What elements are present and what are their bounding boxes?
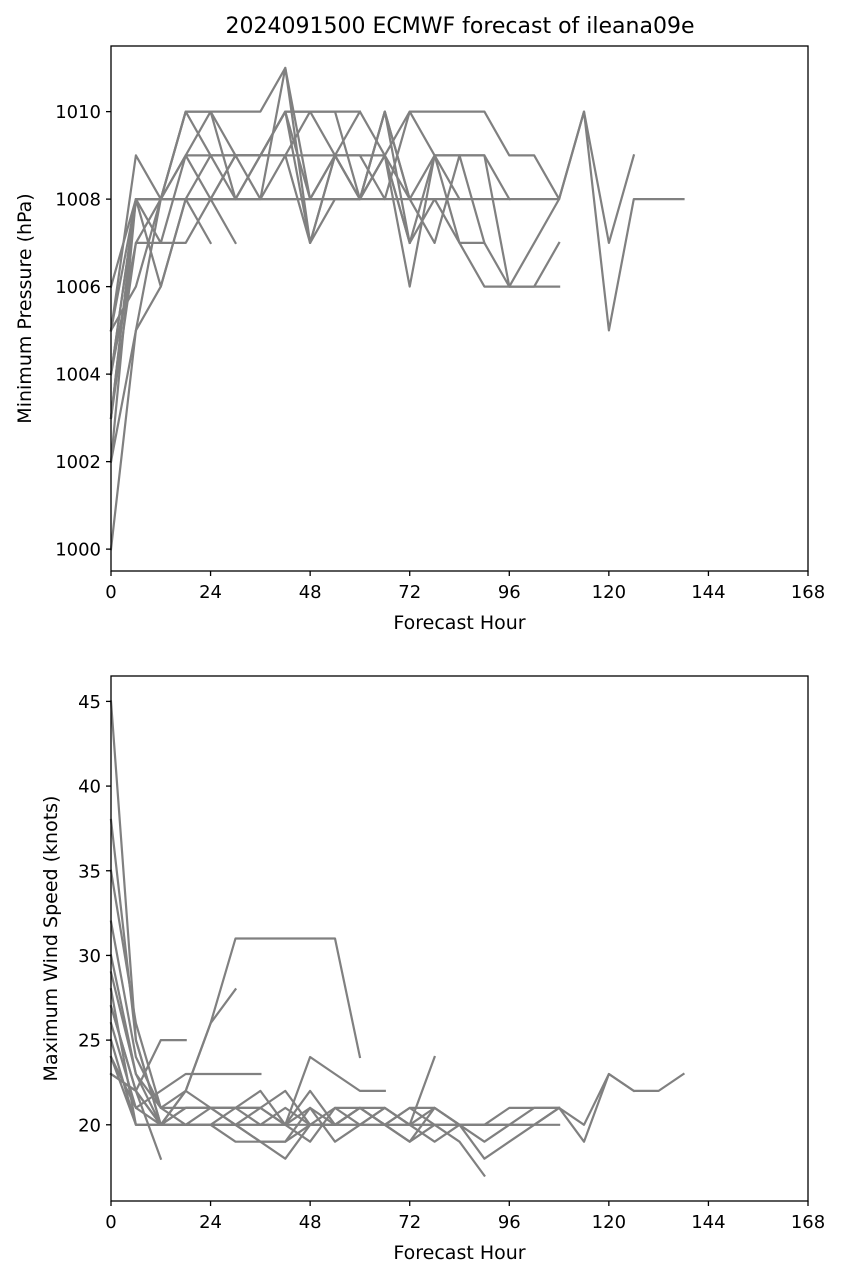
chart-title: 2024091500 ECMWF forecast of ileana09e [226,14,695,39]
pressure-x-tick-label: 48 [299,582,322,603]
pressure-x-tick-label: 144 [691,582,725,603]
wind-x-tick-label: 24 [199,1212,222,1233]
wind-series-line-11 [109,937,362,1126]
pressure-y-tick-label: 1000 [55,540,101,561]
pressure-y-tick-label: 1006 [55,277,101,298]
wind-series-line-13 [109,987,238,1126]
wind-x-tick-label: 72 [398,1212,421,1233]
wind-series-line-15 [109,1072,163,1161]
wind-chart: 0 24 48 72 96 120 144 168 20 25 30 35 40 45 Forecast… [40,675,825,1264]
pressure-series-line-11 [109,110,361,420]
wind-y-ticks: 20 25 30 35 40 45 [78,692,111,1136]
wind-x-tick-label: 168 [791,1212,825,1233]
wind-x-tick-label: 96 [498,1212,521,1233]
pressure-y-tick-label: 1002 [55,452,101,473]
wind-x-tick-label: 0 [105,1212,116,1233]
wind-series-line-9 [109,988,437,1126]
pressure-x-tick-label: 72 [398,582,421,603]
wind-y-tick-label: 20 [78,1115,101,1136]
wind-x-ticks: 0 24 48 72 96 120 144 168 [105,1201,825,1233]
pressure-series-line-13 [109,198,213,551]
pressure-y-tick-label: 1004 [55,365,101,386]
pressure-x-tick-label: 24 [199,582,222,603]
wind-series-line-14 [109,1004,187,1093]
wind-y-tick-label: 45 [78,692,101,713]
wind-series-line-8 [109,920,462,1160]
pressure-y-tick-label: 1008 [55,190,101,211]
wind-x-tick-label: 144 [691,1212,725,1233]
pressure-series-line-9 [109,110,436,376]
pressure-y-tick-label: 1010 [55,102,101,123]
wind-series-line-10 [109,971,386,1126]
wind-plot-frame [110,675,809,1202]
wind-y-tick-label: 40 [78,777,101,798]
pressure-chart: 2024091500 ECMWF forecast of ileana09e 0… [14,14,825,634]
wind-y-tick-label: 30 [78,946,101,967]
pressure-x-axis-label: Forecast Hour [393,612,525,634]
pressure-y-axis-label: Minimum Pressure (hPa) [14,193,36,423]
pressure-x-ticks: 0 24 48 72 96 120 144 168 [105,571,825,603]
wind-y-tick-label: 25 [78,1031,101,1052]
pressure-x-tick-label: 0 [105,582,116,603]
wind-series-lines [109,700,686,1178]
pressure-y-ticks: 1000 1002 1004 1006 1008 1010 [55,102,111,561]
wind-x-tick-label: 48 [299,1212,322,1233]
pressure-x-tick-label: 120 [592,582,626,603]
wind-series-line-12 [109,1055,262,1110]
wind-x-tick-label: 120 [592,1212,626,1233]
wind-y-tick-label: 35 [78,861,101,882]
pressure-x-tick-label: 168 [791,582,825,603]
pressure-series-lines [109,66,685,551]
wind-x-axis-label: Forecast Hour [393,1242,525,1264]
wind-y-axis-label: Maximum Wind Speed (knots) [40,796,62,1082]
pressure-x-tick-label: 96 [498,582,521,603]
pressure-plot-frame [110,45,809,572]
